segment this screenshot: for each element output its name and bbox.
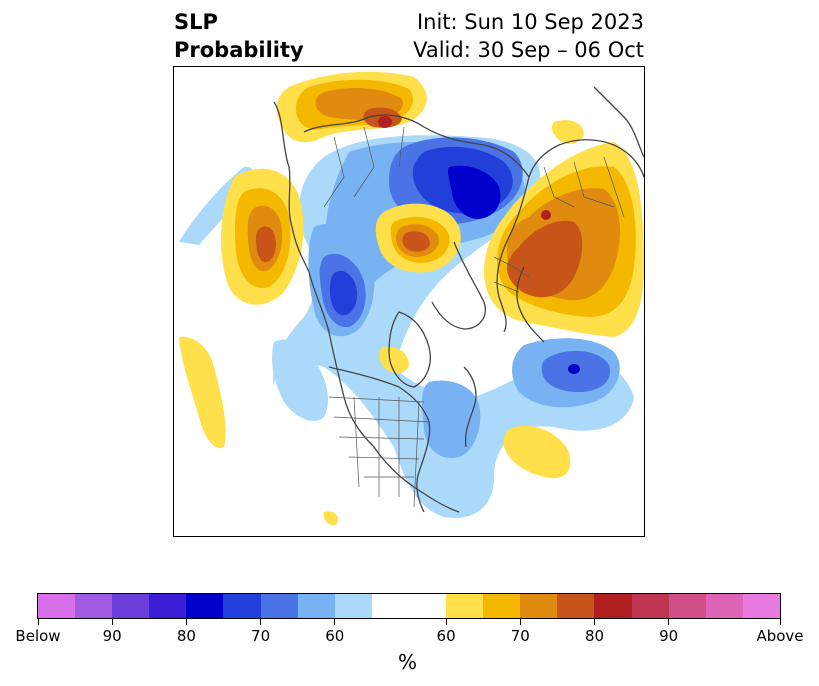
colorbar-segment bbox=[371, 594, 447, 618]
valid-range: Valid: 30 Sep – 06 Oct bbox=[413, 38, 644, 62]
above-normal-strong-region bbox=[256, 107, 583, 298]
colorbar-tick bbox=[185, 619, 187, 625]
colorbar-segment bbox=[705, 594, 743, 618]
probability-map bbox=[173, 66, 645, 537]
colorbar-segment bbox=[631, 594, 669, 618]
colorbar-tick-label: 80 bbox=[584, 627, 605, 645]
colorbar-tick-label: Below bbox=[15, 627, 61, 645]
colorbar-tick-label: Above bbox=[756, 627, 804, 645]
init-date: Init: Sun 10 Sep 2023 bbox=[416, 10, 644, 34]
chart-title: SLP Probability bbox=[174, 8, 304, 64]
colorbar-segment bbox=[520, 594, 558, 618]
political-borders bbox=[323, 126, 625, 508]
colorbar-segment bbox=[38, 594, 76, 618]
colorbar-segment bbox=[334, 594, 372, 618]
colorbar-tick-label: 90 bbox=[659, 627, 679, 645]
below-normal-core bbox=[447, 165, 580, 374]
colorbar-segment bbox=[557, 594, 595, 618]
colorbar-labels: Below 90 80 70 60 60 70 80 90 Above bbox=[15, 627, 803, 647]
colorbar-tick-label: 80 bbox=[176, 627, 196, 645]
colorbar-segment bbox=[149, 594, 187, 618]
colorbar-segment bbox=[112, 594, 150, 618]
colorbar-tick bbox=[519, 619, 521, 625]
colorbar-tick bbox=[260, 619, 262, 625]
colorbar-segment bbox=[483, 594, 521, 618]
colorbar-tick bbox=[37, 619, 39, 625]
colorbar-ticks bbox=[37, 619, 781, 629]
colorbar-tick bbox=[334, 619, 336, 625]
chart-dates: Init: Sun 10 Sep 2023 Valid: 30 Sep – 06… bbox=[413, 8, 644, 64]
colorbar-segment bbox=[260, 594, 298, 618]
colorbar-segment bbox=[742, 594, 780, 618]
colorbar-segment bbox=[297, 594, 335, 618]
colorbar-tick-label: 90 bbox=[102, 627, 122, 645]
colorbar-tick bbox=[779, 619, 781, 625]
title-variable: SLP bbox=[174, 10, 218, 34]
colorbar-segment bbox=[186, 594, 224, 618]
colorbar bbox=[37, 593, 781, 619]
polar-stereographic-map bbox=[179, 71, 644, 526]
colorbar-segment bbox=[223, 594, 261, 618]
colorbar-tick-label: 70 bbox=[251, 627, 271, 645]
colorbar-unit: % bbox=[398, 650, 418, 674]
colorbar-tick bbox=[111, 619, 113, 625]
colorbar-segment bbox=[75, 594, 113, 618]
colorbar-segment bbox=[668, 594, 706, 618]
above-normal-core bbox=[378, 116, 551, 220]
colorbar-segment bbox=[594, 594, 632, 618]
colorbar-segment bbox=[446, 594, 484, 618]
colorbar-tick-label: 60 bbox=[325, 627, 345, 645]
colorbar-tick-label: 70 bbox=[510, 627, 530, 645]
title-product: Probability bbox=[174, 38, 304, 62]
colorbar-tick bbox=[594, 619, 595, 625]
colorbar-tick bbox=[668, 619, 670, 625]
colorbar-tick-label: 60 bbox=[436, 627, 456, 645]
colorbar-tick bbox=[445, 619, 447, 625]
